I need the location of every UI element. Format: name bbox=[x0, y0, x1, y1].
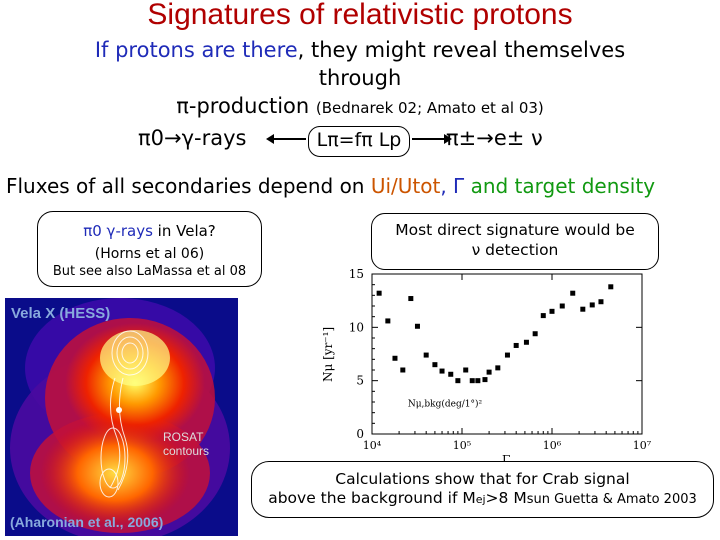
x-tick-label: 10⁴ bbox=[363, 439, 382, 452]
vela-question-line: π0 γ-rays in Vela? bbox=[38, 222, 261, 240]
data-point bbox=[408, 296, 414, 302]
flow-pi-pm-electron-neutrino: π±→e± ν bbox=[446, 126, 543, 150]
y-tick-label: 15 bbox=[349, 267, 364, 281]
fluxes-prefix: Fluxes of all secondaries depend on bbox=[6, 174, 371, 198]
data-point bbox=[448, 371, 454, 377]
data-point bbox=[532, 331, 538, 337]
crab-line-1: Calculations show that for Crab signal bbox=[335, 470, 630, 488]
data-point bbox=[513, 342, 519, 348]
rosat-line-1: ROSAT bbox=[163, 430, 204, 444]
data-point bbox=[463, 367, 469, 373]
data-point bbox=[423, 352, 429, 358]
data-point bbox=[580, 306, 586, 312]
arrow-right-icon bbox=[412, 134, 452, 144]
y-axis-label: Nμ [yr⁻¹] bbox=[321, 327, 335, 382]
crab-ref: Guetta & Amato 2003 bbox=[549, 492, 697, 507]
arrow-left-icon bbox=[266, 134, 306, 144]
vela-x-hess-image: Vela X (HESS) ROSAT contours (Aharonian … bbox=[5, 298, 238, 536]
data-point bbox=[469, 378, 475, 384]
neutrino-line-1: Most direct signature would be bbox=[395, 221, 635, 239]
crab-line-2-a: above the background if M bbox=[268, 489, 476, 507]
neutrino-box: Most direct signature would be ν detecti… bbox=[371, 213, 659, 270]
data-point bbox=[549, 308, 555, 314]
flow-luminosity-box: Lπ=fπ Lp bbox=[308, 126, 410, 157]
crab-signal-box: Calculations show that for Crab signal a… bbox=[251, 461, 714, 518]
crab-line-2-b: >8 M bbox=[485, 489, 527, 507]
x-axis-label: Γ bbox=[502, 453, 510, 467]
data-point bbox=[570, 290, 576, 296]
data-point bbox=[385, 318, 391, 324]
y-tick-label: 10 bbox=[349, 320, 364, 334]
neutrino-line-2: ν detection bbox=[471, 241, 559, 259]
data-point bbox=[482, 377, 488, 383]
y-tick-label: 5 bbox=[356, 374, 364, 388]
data-point bbox=[432, 362, 438, 368]
data-point bbox=[559, 303, 565, 309]
y-tick-label: 0 bbox=[356, 427, 364, 441]
data-point bbox=[376, 290, 382, 296]
flow-pi0-gamma: π0→γ-rays bbox=[138, 126, 247, 150]
x-tick-label: 10⁵ bbox=[453, 439, 471, 452]
intro-line-2: through bbox=[318, 66, 402, 90]
rosat-line-2: contours bbox=[163, 444, 210, 458]
data-point bbox=[455, 378, 461, 384]
vela-gamma-rays: π0 γ-rays bbox=[83, 222, 153, 240]
pi-production-line: π-production (Bednarek 02; Amato et al 0… bbox=[0, 94, 720, 118]
plot-annotation: Nμ,bkg(deg/1°)² bbox=[408, 398, 483, 409]
pi-production-ref: (Bednarek 02; Amato et al 03) bbox=[315, 99, 544, 117]
x-tick-label: 10⁶ bbox=[543, 439, 562, 452]
crab-line-2: above the background if Mej>8 Msun Guett… bbox=[252, 489, 713, 507]
vela-in-vela: in Vela? bbox=[152, 222, 216, 240]
data-point bbox=[504, 352, 510, 358]
vela-image-credit: (Aharonian et al., 2006) bbox=[10, 514, 164, 530]
fluxes-gamma: , Γ bbox=[440, 174, 471, 198]
data-point bbox=[598, 299, 604, 305]
vela-ref: (Horns et al 06) bbox=[94, 246, 205, 262]
plot-frame bbox=[371, 273, 643, 435]
vela-map bbox=[5, 298, 238, 536]
fluxes-target-density: and target density bbox=[470, 174, 656, 198]
data-point bbox=[414, 323, 420, 329]
fluxes-line: Fluxes of all secondaries depend on Ui/U… bbox=[6, 174, 655, 198]
intro-rest: , they might reveal themselves bbox=[297, 38, 626, 62]
neutrino-plot: 0 5 10 15 10⁴ 10⁵ 10⁶ 10⁷ Nμ [yr⁻¹] Γ Nμ,bkg(deg/1… bbox=[321, 267, 652, 467]
data-point bbox=[540, 313, 546, 319]
pi-production-label: π-production bbox=[176, 94, 310, 118]
vela-question-box: π0 γ-rays in Vela? (Horns et al 06) But … bbox=[37, 211, 262, 287]
intro-line-1: If protons are there, they might reveal … bbox=[0, 38, 720, 62]
data-point bbox=[400, 367, 406, 373]
crab-ej: ej bbox=[475, 493, 486, 506]
vela-see-also: But see also LaMassa et al 08 bbox=[52, 264, 247, 279]
plot-layer: 0 5 10 15 10⁴ 10⁵ 10⁶ 10⁷ Nμ [yr⁻¹] Γ Nμ,bkg(deg/1… bbox=[321, 267, 652, 467]
slide-title: Signatures of relativistic protons bbox=[147, 0, 573, 31]
data-point bbox=[475, 378, 481, 384]
data-point bbox=[589, 302, 595, 308]
data-point bbox=[495, 365, 501, 371]
crab-sun: sun bbox=[526, 492, 550, 507]
data-point bbox=[392, 355, 398, 361]
fluxes-ratio: Ui/Utot bbox=[370, 174, 441, 198]
rosat-label: ROSAT contours bbox=[163, 430, 209, 458]
x-tick-label: 10⁷ bbox=[633, 439, 652, 452]
data-point bbox=[523, 339, 529, 345]
intro-highlight: If protons are there bbox=[94, 38, 298, 62]
vela-image-label: Vela X (HESS) bbox=[11, 305, 111, 322]
data-point bbox=[439, 368, 445, 374]
data-point bbox=[486, 369, 492, 375]
data-point bbox=[608, 284, 614, 290]
